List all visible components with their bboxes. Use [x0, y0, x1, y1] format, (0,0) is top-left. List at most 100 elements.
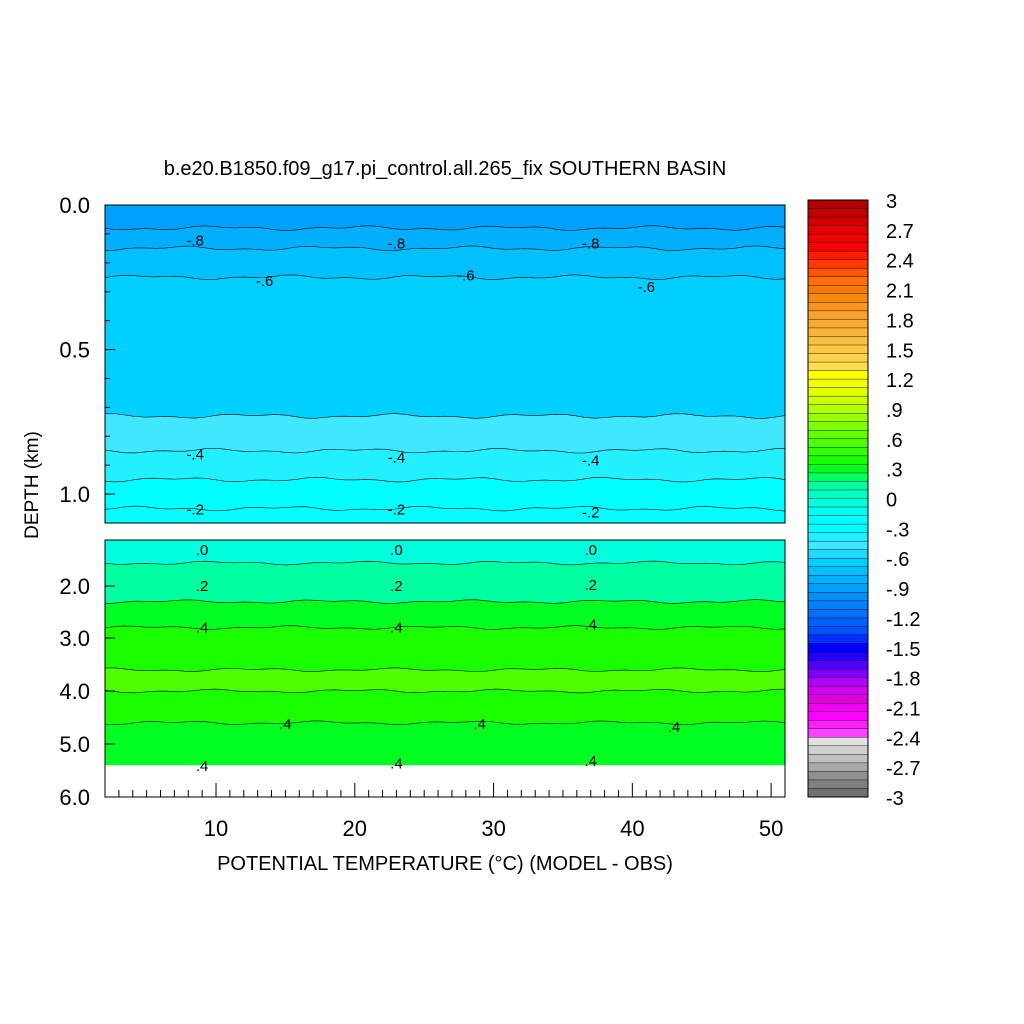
colorbar-tick-label: 1.5: [886, 340, 914, 362]
colorbar-swatch: [807, 745, 869, 755]
colorbar-tick-label: -1.8: [886, 669, 920, 691]
contour-label: .4: [584, 616, 597, 633]
colorbar-swatch: [807, 609, 869, 619]
colorbar-tick-label: -2.7: [886, 758, 920, 780]
colorbar-swatch: [807, 216, 869, 227]
contour-band: [105, 540, 785, 567]
colorbar-swatch: [807, 728, 869, 738]
colorbar-frame: [807, 199, 869, 798]
colorbar-tick-label: -3: [886, 788, 904, 810]
lower-panel-fill: [105, 540, 785, 797]
colorbar-swatch: [807, 302, 869, 312]
colorbar-swatch: [807, 771, 869, 781]
colorbar-swatch: [807, 370, 869, 380]
colorbar-swatch: [807, 634, 869, 644]
x-axis-label: POTENTIAL TEMPERATURE (°C) (MODEL - OBS): [217, 853, 673, 875]
colorbar-swatch: [807, 353, 869, 363]
contour-band: [105, 689, 785, 727]
contour-line: [105, 688, 785, 694]
colorbar-swatch: [807, 583, 869, 593]
colorbar-swatch: [807, 199, 869, 210]
lower-contour-labels: .0 .0 .0 .2 .2 .2 .4 .4 .4 .4 .4 .4 .4 .4 .4: [196, 542, 680, 775]
contour-label: .0: [584, 542, 597, 559]
contour-band: [105, 506, 785, 523]
colorbar-swatch: [807, 455, 869, 465]
contour-band: [105, 413, 785, 455]
colorbar-swatch: [807, 592, 869, 602]
colorbar-swatch: [807, 532, 869, 542]
colorbar-swatch: [807, 762, 869, 772]
colorbar-swatch: [807, 668, 869, 679]
colorbar-tick-label: 1.2: [886, 370, 914, 392]
x-axis-label-text: POTENTIAL TEMPERATURE (°C) (MODEL - OBS): [217, 853, 673, 875]
contour-label: -.4: [388, 450, 406, 467]
colorbar-swatch: [807, 225, 869, 235]
contour-band: [105, 448, 785, 484]
colorbar-swatch: [807, 344, 869, 355]
colorbar-swatch: [807, 617, 869, 627]
y-tick-label: 5.0: [59, 732, 90, 757]
colorbar-swatch: [807, 481, 869, 491]
contour-band: [105, 561, 785, 606]
upper-contour-lines: [105, 225, 785, 512]
contour-line: [105, 447, 785, 454]
colorbar-swatch: [807, 737, 869, 747]
colorbar-tick-label: 2.4: [886, 251, 914, 273]
contour-label: -.8: [186, 233, 204, 250]
contour-line: [105, 560, 785, 566]
colorbar-swatch: [807, 319, 869, 329]
contour-line: [105, 274, 785, 280]
upper-panel: -.8 -.8 -.8 -.6 -.6 -.6 -.4 -.4 -.4 -.2 -.2 -.2: [104, 204, 786, 524]
colorbar-swatch: [807, 438, 869, 448]
colorbar-tick-label: -.3: [886, 519, 909, 541]
colorbar-labels: 3 2.7 2.4 2.1 1.8 1.5 1.2 .9 .6 .3 0 -.3 -.6 -.9 -1.2 -…: [886, 191, 920, 810]
contour-band: [105, 625, 785, 674]
colorbar-swatch: [807, 233, 869, 244]
chart-title: b.e20.B1850.f09_g17.pi_control.all.265_f…: [164, 158, 727, 180]
contour-label: .0: [390, 542, 403, 559]
colorbar-tick-label: 3: [886, 191, 897, 213]
colorbar-tick-label: .6: [886, 430, 903, 452]
contour-line: [105, 413, 785, 419]
contour-label: -.2: [186, 502, 204, 519]
contour-label: -.6: [256, 273, 274, 290]
colorbar-swatch: [807, 677, 869, 687]
y-tick-label: 4.0: [59, 679, 90, 704]
y-tick-label: 6.0: [59, 785, 90, 810]
colorbar-swatch: [807, 600, 869, 610]
upper-contour-labels: -.8 -.8 -.8 -.6 -.6 -.6 -.4 -.4 -.4 -.2 -.2 -.2: [186, 233, 655, 522]
colorbar-tick-label: -2.1: [886, 698, 920, 720]
contour-line: [105, 667, 785, 672]
colorbar-swatch: [807, 575, 869, 585]
contour-label: -.4: [582, 452, 600, 469]
colorbar-tick-label: 2.7: [886, 221, 914, 243]
colorbar-swatch: [807, 472, 869, 482]
contour-label: -.2: [582, 504, 600, 521]
colorbar-swatch: [807, 779, 869, 789]
colorbar-swatch: [807, 523, 869, 534]
contour-band: [105, 720, 785, 770]
lower-panel: .0 .0 .0 .2 .2 .2 .4 .4 .4 .4 .4 .4 .4 .4 .4: [104, 539, 786, 798]
colorbar-tick-label: .9: [886, 400, 903, 422]
contour-band: [105, 667, 785, 695]
contour-band: [105, 205, 785, 233]
colorbar-swatch: [807, 685, 869, 696]
colorbar-tick-label: -1.2: [886, 609, 920, 631]
contour-band: [105, 245, 785, 282]
colorbar-swatch: [807, 720, 869, 730]
colorbar-swatch: [807, 285, 869, 295]
contour-label: -.6: [637, 279, 655, 296]
colorbar-swatch: [807, 626, 869, 636]
contour-label: -.4: [186, 447, 204, 464]
colorbar-tick-label: -.6: [886, 549, 909, 571]
colorbar-swatch: [807, 702, 869, 713]
colorbar-swatch: [807, 549, 869, 559]
colorbar-swatch: [807, 421, 869, 431]
contour-line: [105, 625, 785, 630]
y-tick-label: 2.0: [59, 574, 90, 599]
colorbar-swatch: [807, 361, 869, 372]
contour-label: .2: [584, 577, 597, 594]
contour-label: .2: [196, 578, 209, 595]
colorbar-swatch: [807, 660, 869, 670]
contour-band: [105, 225, 785, 253]
